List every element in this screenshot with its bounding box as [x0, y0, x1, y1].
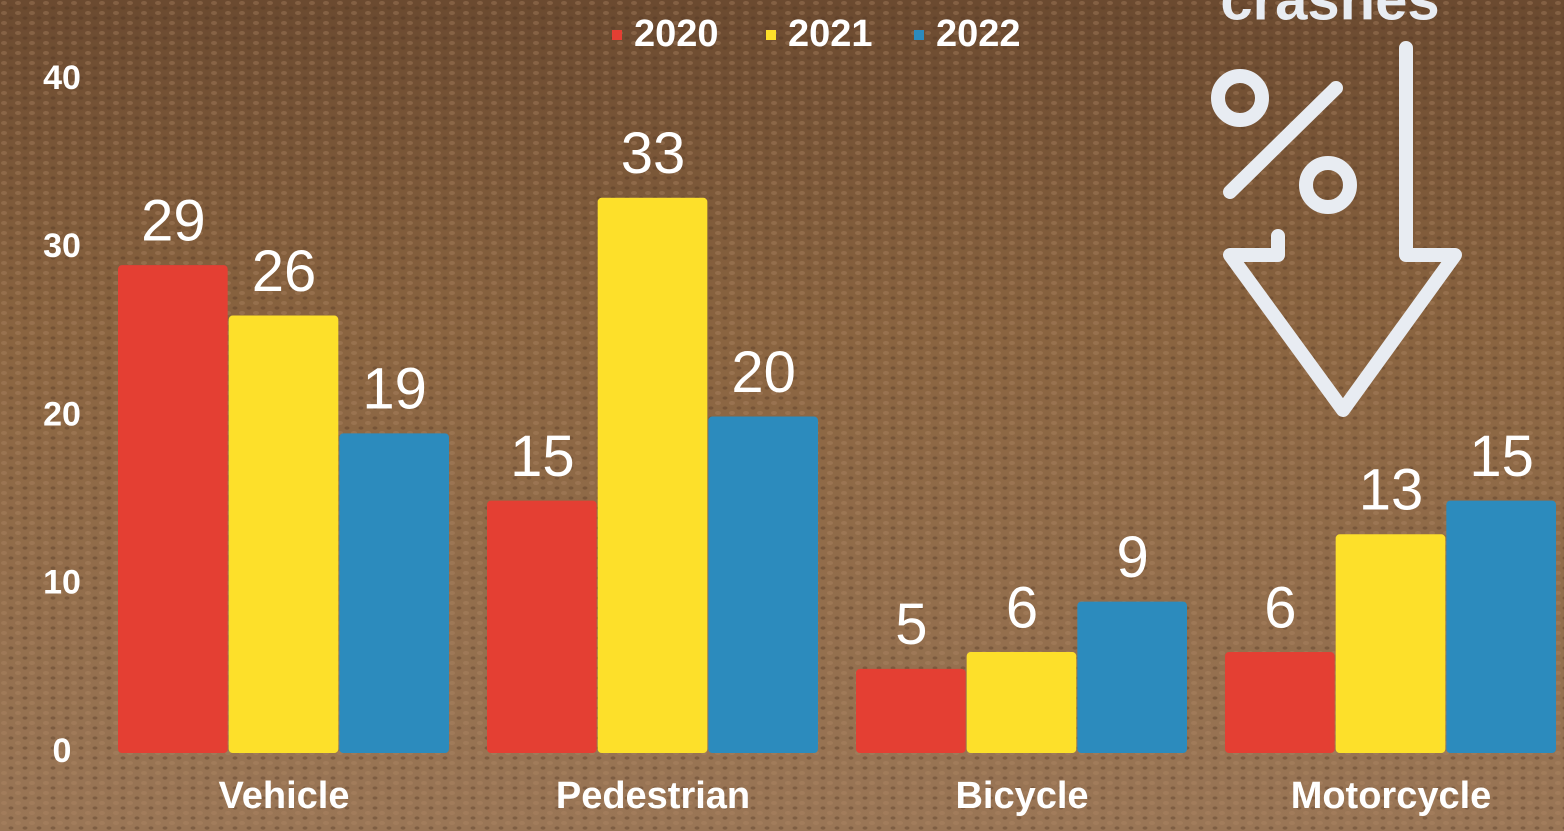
- data-label: 6: [1264, 575, 1296, 640]
- legend-swatch: [914, 30, 924, 40]
- y-tick-label: 40: [43, 59, 81, 97]
- legend-label: 2022: [936, 13, 1021, 55]
- bar: [1077, 601, 1187, 753]
- legend-label: 2021: [788, 13, 873, 55]
- annotation: crashes: [1220, 0, 1439, 32]
- bar: [487, 500, 597, 753]
- legend-label: 2020: [634, 13, 719, 55]
- y-tick-label: 30: [43, 227, 81, 265]
- bar: [597, 197, 708, 753]
- data-label: 5: [895, 592, 927, 657]
- data-label: 20: [731, 340, 796, 405]
- bar: [1446, 500, 1556, 753]
- data-label: 15: [510, 424, 575, 489]
- data-label: 33: [621, 121, 686, 186]
- bar: [966, 652, 1077, 753]
- legend-swatch: [612, 30, 622, 40]
- data-label: 6: [1006, 575, 1038, 640]
- bar: [708, 416, 818, 753]
- bar: [1335, 534, 1446, 753]
- data-label: 15: [1469, 424, 1534, 489]
- data-label: 13: [1359, 458, 1424, 523]
- bar: [339, 433, 449, 753]
- percent-down-icon: [1211, 41, 1462, 417]
- y-tick-label: 20: [43, 395, 81, 433]
- data-label: 26: [252, 239, 317, 304]
- x-tick-label: Vehicle: [219, 775, 350, 817]
- data-label: 9: [1117, 525, 1149, 590]
- x-tick-label: Motorcycle: [1291, 775, 1492, 817]
- x-tick-label: Bicycle: [955, 775, 1088, 817]
- y-tick-label: 10: [43, 564, 81, 602]
- bar: [118, 265, 228, 753]
- legend-swatch: [766, 30, 776, 40]
- bar: [856, 668, 966, 753]
- y-tick-label: 0: [53, 732, 72, 770]
- data-label: 19: [362, 357, 427, 422]
- data-label: 29: [141, 188, 206, 253]
- x-tick-label: Pedestrian: [556, 775, 750, 817]
- bar: [1225, 652, 1335, 753]
- bar: [228, 315, 339, 753]
